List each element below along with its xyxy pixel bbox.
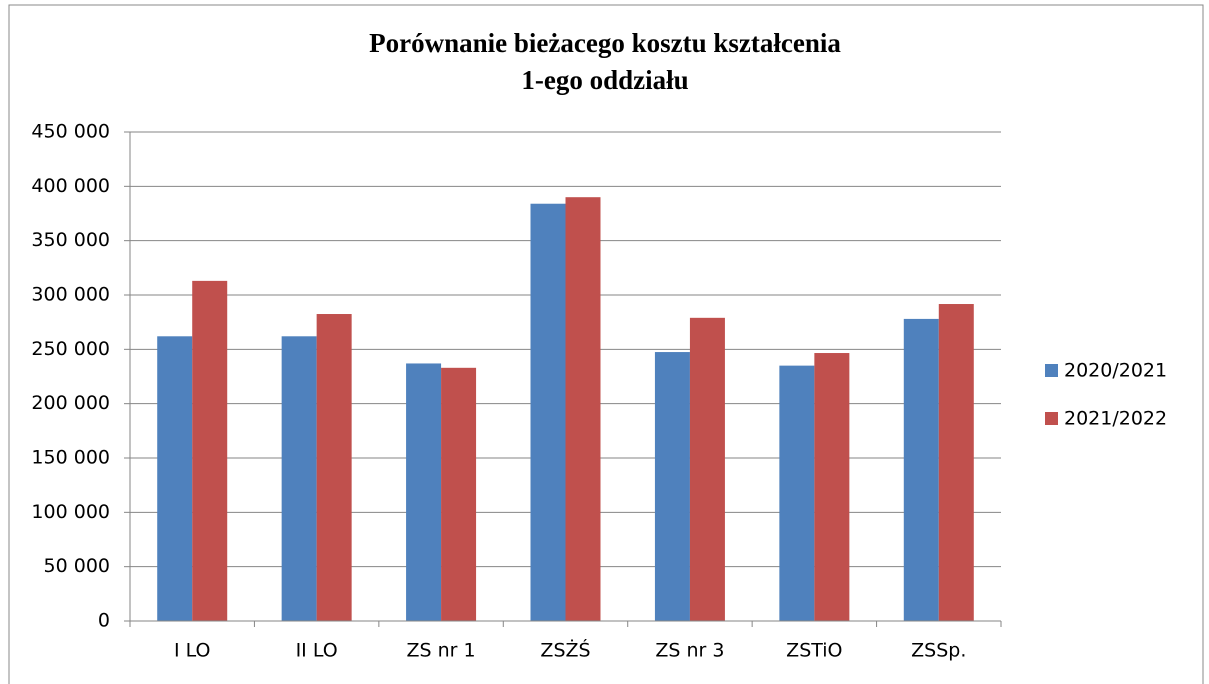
x-tick-label: ZSTiO bbox=[786, 640, 842, 662]
y-tick-label: 100 000 bbox=[31, 501, 110, 523]
legend-swatch bbox=[1045, 412, 1058, 425]
bar bbox=[441, 367, 477, 621]
bar bbox=[938, 304, 974, 621]
x-tick-label: ZSSp. bbox=[911, 640, 966, 662]
y-tick-label: 150 000 bbox=[31, 447, 110, 469]
bar bbox=[281, 336, 317, 621]
legend-label: 2020/2021 bbox=[1064, 360, 1167, 382]
bar bbox=[192, 280, 228, 621]
legend-swatch bbox=[1045, 364, 1058, 377]
y-tick-label: 450 000 bbox=[31, 121, 110, 143]
y-tick-label: 350 000 bbox=[31, 229, 110, 251]
y-tick-label: 300 000 bbox=[31, 284, 110, 306]
x-tick-label: ZS nr 1 bbox=[407, 640, 476, 662]
chart-title: Porównanie bieżacego kosztu kształcenia bbox=[369, 28, 841, 58]
y-tick-label: 250 000 bbox=[31, 338, 110, 360]
bar bbox=[530, 203, 566, 621]
y-tick-label: 0 bbox=[98, 610, 110, 632]
y-tick-label: 200 000 bbox=[31, 392, 110, 414]
bar bbox=[779, 365, 815, 621]
x-tick-label: ZS nr 3 bbox=[655, 640, 724, 662]
x-tick-label: ZSŻŚ bbox=[540, 638, 590, 662]
bar bbox=[406, 363, 442, 621]
bar bbox=[689, 317, 725, 621]
chart-title: 1-ego oddziału bbox=[521, 65, 688, 95]
bar bbox=[157, 336, 193, 621]
bar bbox=[316, 314, 352, 621]
legend-label: 2021/2022 bbox=[1064, 408, 1167, 430]
bar bbox=[565, 197, 601, 621]
x-tick-label: I LO bbox=[174, 640, 211, 662]
bar bbox=[654, 352, 690, 621]
x-tick-label: II LO bbox=[296, 640, 338, 662]
bar bbox=[903, 318, 939, 621]
y-tick-label: 50 000 bbox=[44, 555, 110, 577]
bar bbox=[814, 353, 850, 621]
y-tick-label: 400 000 bbox=[31, 175, 110, 197]
